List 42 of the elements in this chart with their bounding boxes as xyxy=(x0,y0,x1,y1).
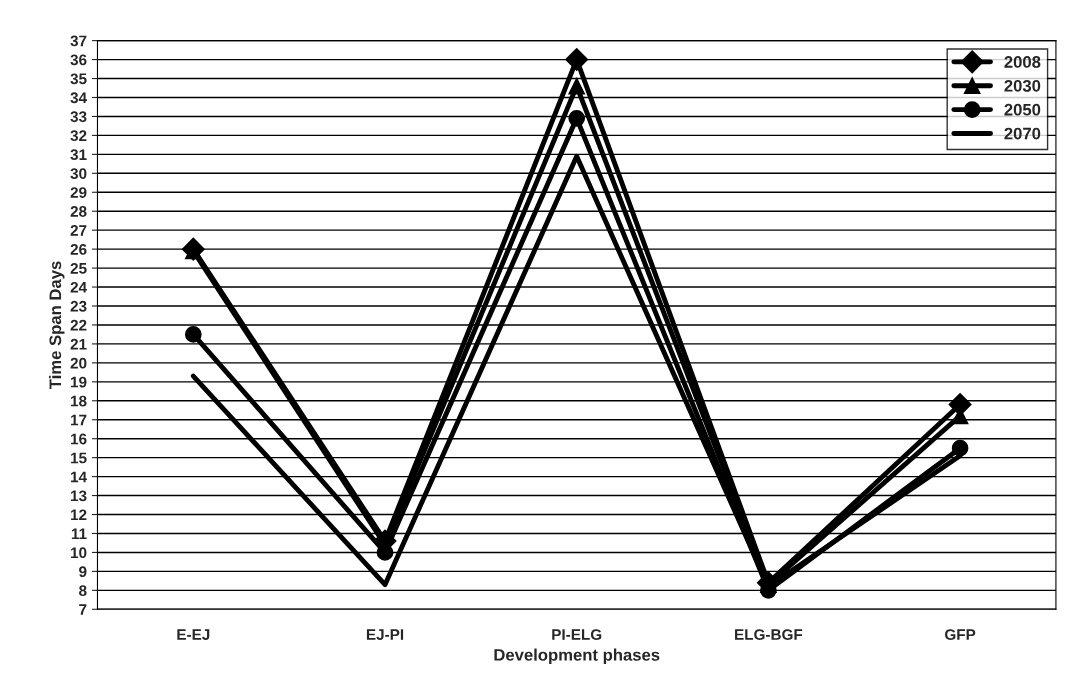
y-tick-label: 13 xyxy=(71,490,87,502)
y-tick-label: 30 xyxy=(70,168,87,180)
y-tick-label: 9 xyxy=(79,566,87,578)
legend-label: 2030 xyxy=(1004,79,1041,92)
y-tick-label: 36 xyxy=(70,54,87,66)
y-tick-label: 27 xyxy=(70,225,87,236)
y-tick-label: 35 xyxy=(70,73,87,85)
y-tick-label: 14 xyxy=(71,471,87,483)
y-tick-label: 21 xyxy=(70,338,87,350)
y-tick-label: 20 xyxy=(70,357,87,369)
legend-label: 2050 xyxy=(1004,103,1041,116)
y-tick-label: 19 xyxy=(71,376,87,388)
y-tick-label: 18 xyxy=(71,395,87,407)
legend-label: 2070 xyxy=(1004,127,1041,140)
x-tick-label: E-EJ xyxy=(177,629,210,640)
legend-label: 2008 xyxy=(1004,56,1041,68)
y-tick-label: 37 xyxy=(70,35,87,47)
y-tick-label: 29 xyxy=(70,187,87,198)
y-tick-label: 33 xyxy=(70,111,87,123)
y-tick-label: 17 xyxy=(71,414,87,426)
x-tick-label: ELG-BGF xyxy=(735,629,803,640)
y-tick-label: 7 xyxy=(79,604,87,615)
y-tick-label: 11 xyxy=(71,528,87,540)
y-tick-label: 24 xyxy=(70,281,87,293)
y-tick-label: 23 xyxy=(70,300,87,312)
y-tick-label: 22 xyxy=(70,319,87,331)
y-tick-label: 32 xyxy=(70,130,87,142)
y-tick-label: 26 xyxy=(70,244,87,255)
y-tick-label: 12 xyxy=(71,509,87,521)
y-tick-label: 28 xyxy=(70,206,87,217)
y-tick-label: 31 xyxy=(70,149,87,161)
x-tick-label: EJ-PI xyxy=(366,629,404,640)
x-axis-title: Development phases xyxy=(494,648,660,665)
y-tick-label: 10 xyxy=(71,547,87,559)
y-tick-label: 25 xyxy=(70,262,87,274)
x-tick-label: PI-ELG xyxy=(552,629,602,640)
x-tick-label: GFP xyxy=(945,629,976,640)
y-tick-label: 8 xyxy=(79,585,87,597)
y-tick-label: 16 xyxy=(71,433,87,445)
y-tick-label: 34 xyxy=(70,92,87,104)
y-axis-title: Time Span Days xyxy=(48,261,65,389)
y-tick-label: 15 xyxy=(71,452,87,464)
